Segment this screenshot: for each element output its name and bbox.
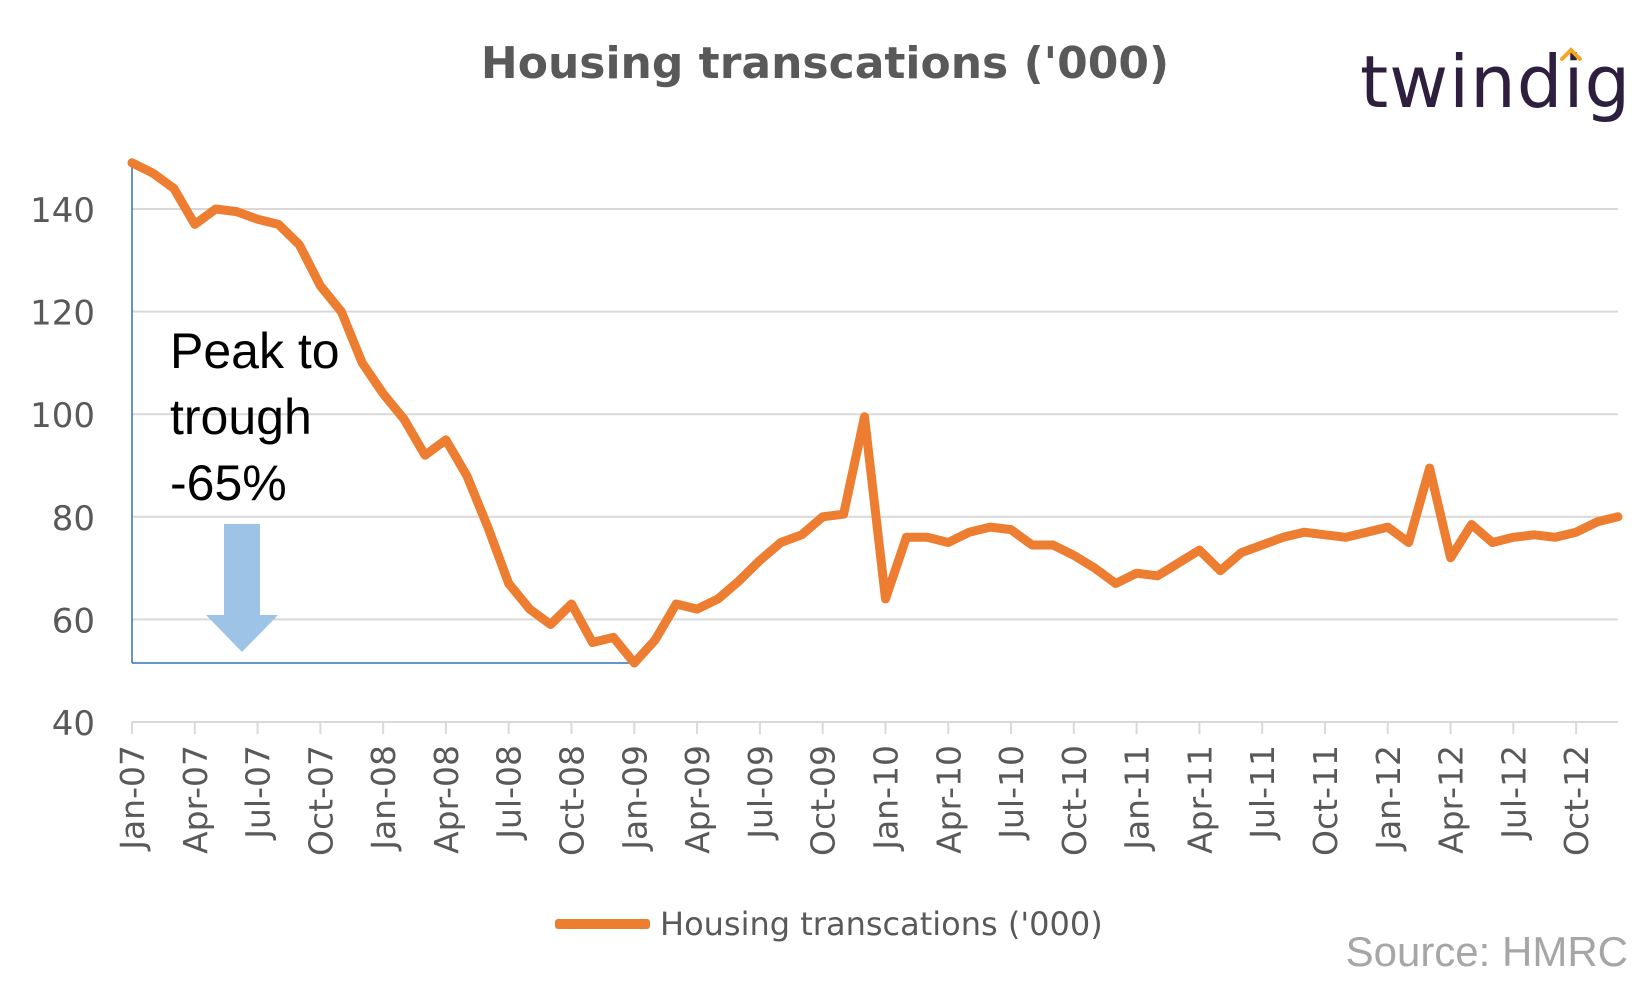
x-tick-label: Jan-10 bbox=[866, 745, 905, 852]
legend-swatch bbox=[555, 919, 650, 929]
x-tick-label: Jan-07 bbox=[113, 745, 152, 852]
y-tick-label: 100 bbox=[30, 396, 95, 436]
x-tick-label: Apr-11 bbox=[1180, 745, 1219, 854]
x-tick-label: Apr-10 bbox=[929, 745, 968, 854]
x-tick-label: Apr-09 bbox=[678, 745, 717, 854]
x-tick-label: Jan-08 bbox=[364, 745, 403, 852]
x-tick-label: Jan-09 bbox=[615, 745, 654, 852]
x-tick-label: Jul-10 bbox=[992, 745, 1031, 841]
peak-trough-bracket bbox=[131, 162, 635, 664]
x-tick-label: Jul-11 bbox=[1243, 745, 1282, 841]
x-tick-label: Oct-10 bbox=[1055, 745, 1094, 856]
y-tick-label: 80 bbox=[52, 499, 95, 539]
x-tick-label: Oct-08 bbox=[553, 745, 592, 856]
x-tick-label: Jan-12 bbox=[1369, 745, 1408, 852]
x-tick-label: Apr-12 bbox=[1432, 745, 1471, 854]
down-arrow-icon bbox=[206, 524, 278, 652]
x-tick-label: Jul-08 bbox=[490, 745, 529, 841]
source-note: Source: HMRC bbox=[1345, 928, 1628, 975]
y-tick-label: 60 bbox=[52, 601, 95, 641]
series-housing-transactions bbox=[127, 158, 1623, 668]
x-tick-label: Jul-12 bbox=[1494, 745, 1533, 841]
y-tick-label: 140 bbox=[30, 191, 95, 231]
legend-label: Housing transcations ('000) bbox=[660, 905, 1103, 943]
x-axis: Jan-07 Apr-07 Jul-07 Oct-07 Jan-08 Apr-08 Jul-… bbox=[113, 721, 1618, 856]
peak-to-trough-annotation: Peak to trough -65% bbox=[170, 323, 340, 511]
x-tick-label: Apr-07 bbox=[176, 745, 215, 854]
x-tick-label: Oct-11 bbox=[1306, 745, 1345, 856]
y-tick-label: 120 bbox=[30, 294, 95, 334]
x-tick-label: Jan-11 bbox=[1118, 745, 1157, 852]
down-arrow-shape bbox=[206, 524, 278, 652]
gridlines bbox=[132, 208, 1618, 621]
y-tick-label: 40 bbox=[52, 704, 95, 744]
x-tick-label: Oct-12 bbox=[1557, 745, 1596, 856]
x-tick-label: Jul-07 bbox=[239, 745, 278, 841]
brand-accent-icon bbox=[1560, 47, 1582, 61]
series-line bbox=[127, 158, 1623, 668]
x-tick-label: Oct-07 bbox=[301, 745, 340, 856]
x-tick-label: Apr-08 bbox=[427, 745, 466, 854]
legend: Housing transcations ('000) bbox=[555, 905, 1103, 943]
x-tick-label: Jul-09 bbox=[741, 745, 780, 841]
x-tick-label: Oct-09 bbox=[804, 745, 843, 856]
chart-title: Housing transcations ('000) bbox=[480, 38, 1170, 89]
brand-wordmark: twindig bbox=[1360, 40, 1632, 124]
y-axis: 40 60 80 100 120 140 bbox=[30, 191, 95, 744]
